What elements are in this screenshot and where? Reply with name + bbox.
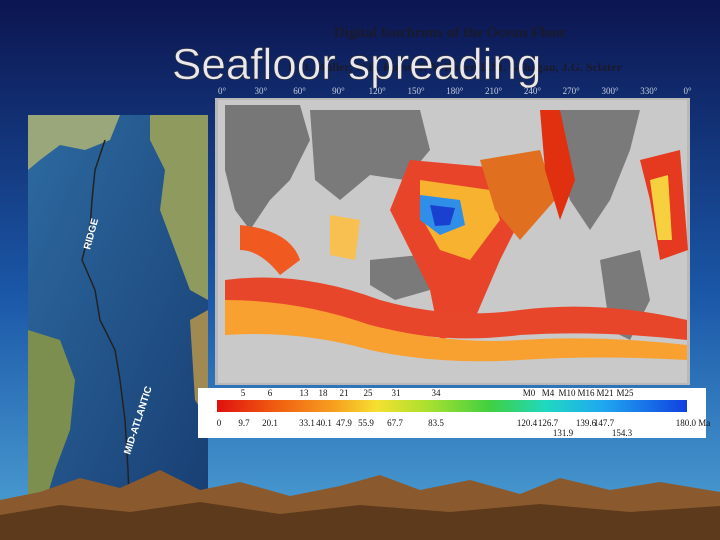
age-label: 20.1 (262, 418, 278, 428)
age-label: 180.0 Ma (676, 418, 711, 428)
chron-label: 31 (392, 388, 401, 398)
chron-label: M16 (577, 388, 595, 398)
longitude-label: 90° (332, 86, 345, 96)
longitude-label: 0° (684, 86, 693, 96)
colorbar (217, 400, 687, 412)
chron-label: 21 (340, 388, 349, 398)
chron-label: M10 (558, 388, 576, 398)
longitude-label: 120° (369, 86, 387, 96)
age-label: 126.7 (538, 418, 559, 428)
age-label: 147.7 (594, 418, 615, 428)
slide-title: Seafloor spreading (172, 40, 541, 89)
age-label: 120.4 (517, 418, 538, 428)
age-label: 47.9 (336, 418, 352, 428)
longitude-label: 300° (601, 86, 619, 96)
chron-label: 13 (300, 388, 310, 398)
age-label: 67.7 (387, 418, 403, 428)
figure-authors: R.D. Müller, W.R. Roest, J.-Y. Royer, L.… (288, 60, 622, 74)
mountains-front (0, 502, 720, 540)
figure-title: Digital Isochrons of the Ocean Floor (334, 25, 567, 41)
age-label: 33.1 (299, 418, 315, 428)
longitude-label: 30° (254, 86, 267, 96)
age-label: 154.3 (612, 428, 633, 438)
isochron-map (215, 98, 690, 385)
age-label: 55.9 (358, 418, 374, 428)
age-label: 139.6 (576, 418, 597, 428)
age-label: 131.9 (553, 428, 574, 438)
longitude-label: 210° (485, 86, 503, 96)
age-label: 9.7 (238, 418, 250, 428)
longitude-label: 180° (446, 86, 464, 96)
labels: 0° 30° 60° 90° 120° 150° 180° 210° 240° 270° 300° 3… (217, 86, 711, 438)
age-label: 40.1 (316, 418, 332, 428)
chron-label: 18 (319, 388, 329, 398)
longitude-label: 330° (640, 86, 658, 96)
age-label: 0 (217, 418, 222, 428)
longitude-label: 60° (293, 86, 306, 96)
legend-panel (198, 388, 706, 438)
chron-label: M25 (616, 388, 634, 398)
longitude-label: 0° (218, 86, 227, 96)
chron-label: 25 (364, 388, 374, 398)
chron-label: M4 (542, 388, 555, 398)
longitude-label: 240° (524, 86, 542, 96)
chron-label: 6 (268, 388, 273, 398)
age-label: 83.5 (428, 418, 444, 428)
longitude-label: 270° (563, 86, 581, 96)
chron-label: 34 (432, 388, 442, 398)
chron-label: 5 (241, 388, 246, 398)
chron-label: M0 (523, 388, 536, 398)
chron-label: M21 (596, 388, 613, 398)
longitude-label: 150° (407, 86, 425, 96)
atlantic-map: RIDGE MID-ATLANTIC (28, 115, 208, 521)
